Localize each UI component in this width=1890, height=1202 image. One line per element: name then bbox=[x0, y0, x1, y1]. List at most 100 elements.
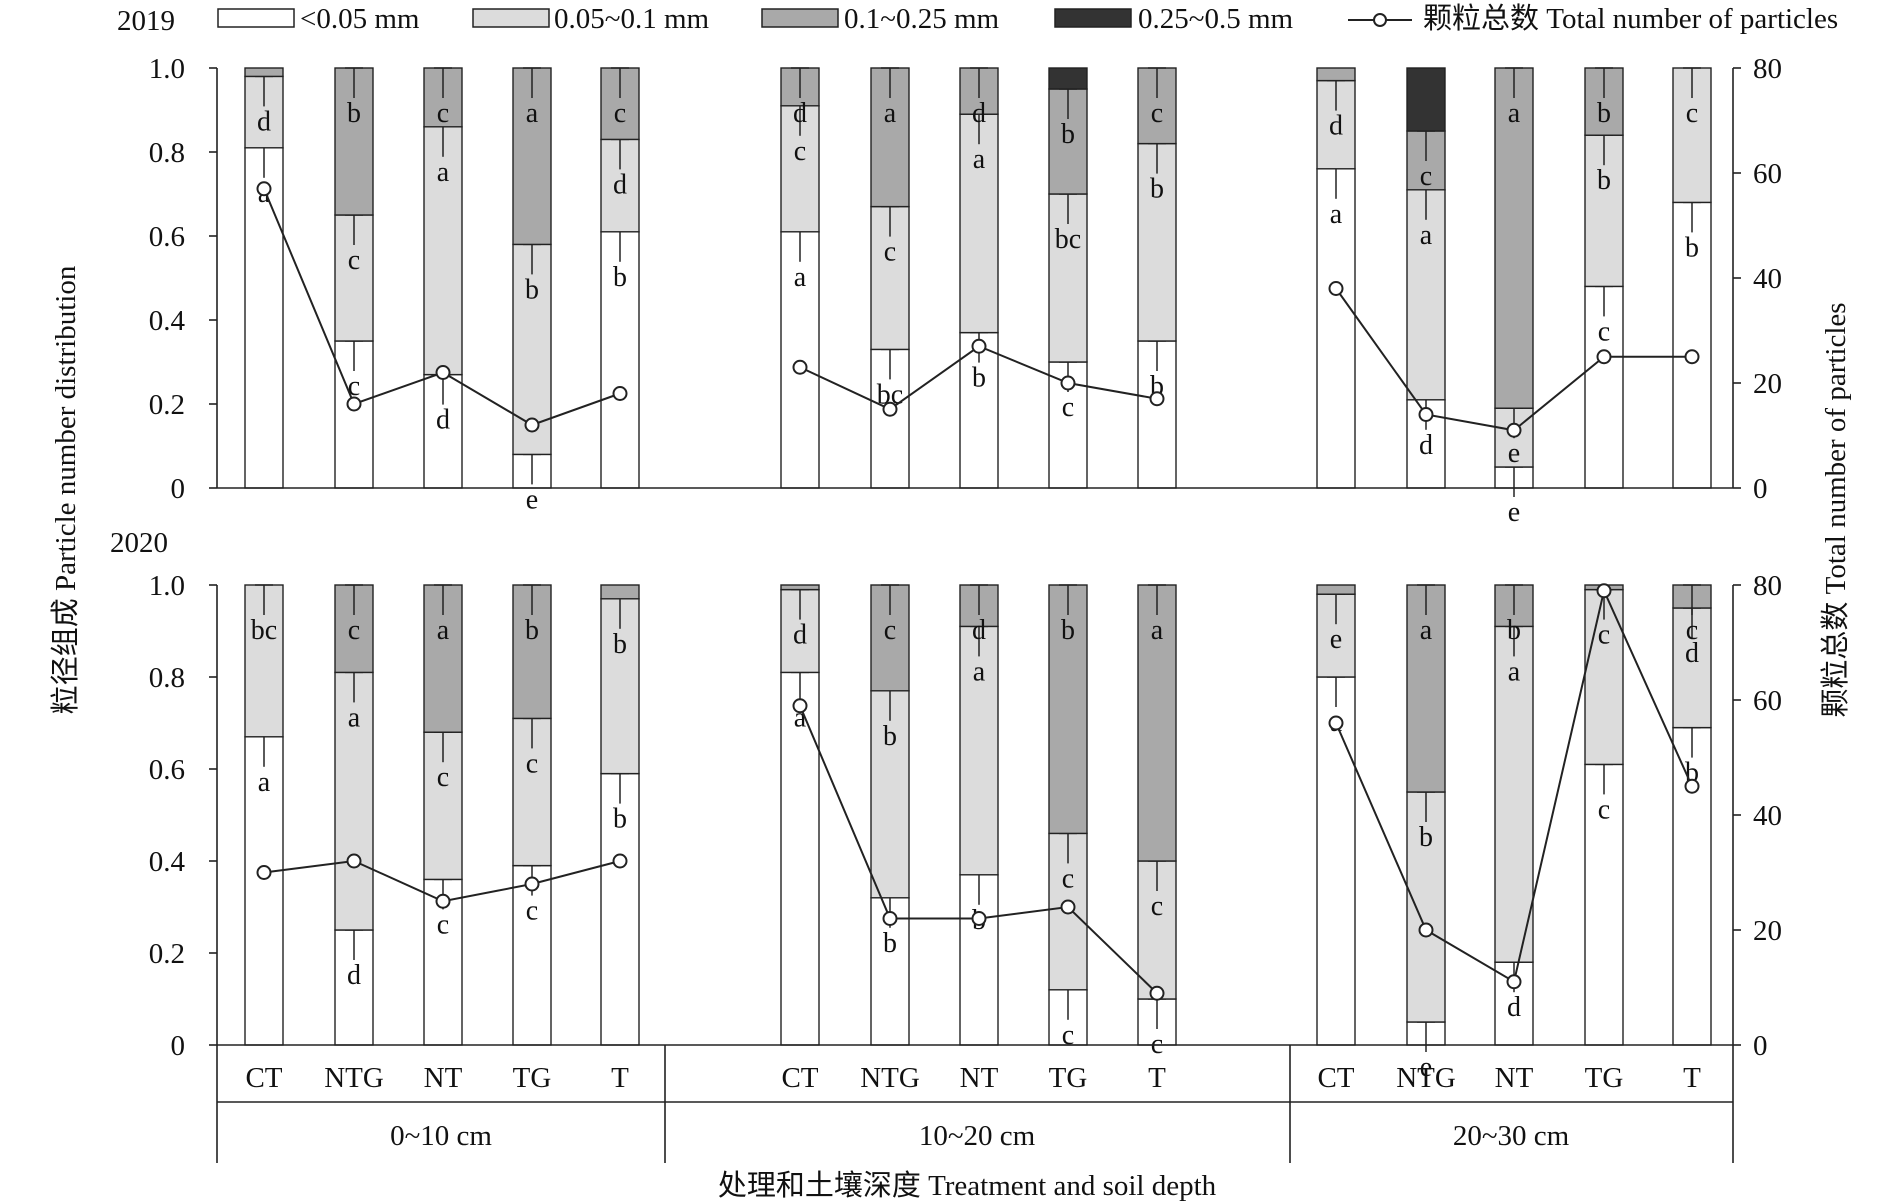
significance-letter: d bbox=[793, 620, 807, 651]
significance-letter: a bbox=[1508, 656, 1521, 687]
treatment-label: CT bbox=[245, 1062, 282, 1094]
bar-segment-2020-T-s1 bbox=[600, 772, 640, 1046]
y-right-tick-label: 40 bbox=[1753, 263, 1782, 295]
significance-letter: a bbox=[526, 98, 539, 129]
total-point-2019-TG bbox=[524, 417, 540, 433]
significance-letter: d bbox=[1685, 638, 1699, 669]
bar-segment-2020-CT-s1 bbox=[1316, 676, 1356, 1046]
significance-letter: b bbox=[613, 629, 627, 660]
bar-segment-2019-CT-s2 bbox=[1316, 79, 1356, 170]
bar-segment-2020-NTG-s2 bbox=[870, 690, 910, 899]
significance-letter: c bbox=[1151, 891, 1163, 922]
significance-letter: c bbox=[1598, 620, 1610, 651]
significance-letter: b bbox=[883, 721, 897, 752]
legend: <0.05 mm 0.05~0.1 mm 0.1~0.25 mm 0.25~0.5 m… bbox=[217, 2, 1838, 35]
treatment-label: NT bbox=[1495, 1062, 1534, 1094]
total-point-2019-T bbox=[612, 386, 628, 401]
y-right-tick-label: 60 bbox=[1753, 158, 1782, 190]
treatment-label: TG bbox=[513, 1062, 552, 1094]
y-left-tick-label: 0.6 bbox=[149, 221, 185, 253]
significance-letter: a bbox=[973, 144, 986, 175]
total-point-2019-NT bbox=[435, 365, 451, 380]
total-point-2019-CT bbox=[256, 181, 272, 197]
total-point-2019-NT bbox=[1506, 422, 1522, 438]
significance-letter: b bbox=[1061, 119, 1075, 150]
treatment-label: NTG bbox=[324, 1062, 384, 1094]
significance-letter: d bbox=[793, 98, 807, 129]
significance-letter: b bbox=[883, 928, 897, 959]
significance-letter: c bbox=[1420, 161, 1432, 192]
y-right-tick-label: 20 bbox=[1753, 368, 1782, 400]
bar-segment-2020-TG-s3 bbox=[1048, 584, 1088, 835]
bar-segment-2020-NT-s2 bbox=[1494, 625, 1534, 963]
bar-segment-2019-NT-s2 bbox=[423, 126, 463, 376]
legend-swatch-3 bbox=[761, 8, 839, 28]
total-point-2020-CT bbox=[792, 698, 808, 714]
total-point-2020-TG bbox=[524, 876, 540, 892]
significance-letter: b bbox=[613, 262, 627, 293]
bar-segment-2020-CT-s3 bbox=[780, 584, 820, 591]
significance-letter: b bbox=[1685, 232, 1699, 263]
significance-letter: c bbox=[437, 98, 449, 129]
bar-segment-2020-NTG-s2 bbox=[1406, 791, 1446, 1023]
y-left-tick-label: 0 bbox=[171, 473, 186, 505]
significance-letter: b bbox=[1507, 615, 1521, 646]
significance-letter: a bbox=[258, 767, 271, 798]
bar-segment-2019-NT-s2 bbox=[959, 113, 999, 334]
total-point-2019-T bbox=[1684, 349, 1700, 365]
total-point-2020-NTG bbox=[346, 853, 362, 869]
significance-letter: c bbox=[794, 136, 806, 167]
significance-letter: b bbox=[1597, 165, 1611, 196]
significance-letter: d bbox=[1507, 992, 1521, 1023]
significance-letter: c bbox=[348, 245, 360, 276]
treatment-label: T bbox=[1683, 1062, 1701, 1094]
significance-letter: d bbox=[257, 106, 271, 137]
legend-circle-marker bbox=[1373, 13, 1387, 27]
bar-segment-2019-T-s2 bbox=[1137, 142, 1177, 342]
treatment-label: CT bbox=[1317, 1062, 1354, 1094]
treatment-label: CT bbox=[781, 1062, 818, 1094]
total-point-2020-T bbox=[1684, 778, 1700, 794]
significance-letter: b bbox=[347, 98, 361, 129]
bar-segment-2020-NT-s1 bbox=[1494, 961, 1534, 1046]
significance-letter: e bbox=[1508, 497, 1520, 528]
legend-swatch-1 bbox=[217, 8, 295, 28]
y-right-tick-label: 0 bbox=[1753, 473, 1768, 505]
significance-letter: bc bbox=[251, 615, 277, 646]
y-right-tick-label: 0 bbox=[1753, 1030, 1768, 1062]
total-point-2019-NTG bbox=[1418, 407, 1434, 422]
legend-label-total: 颗粒总数 Total number of particles bbox=[1423, 2, 1838, 35]
depth-group-label: 10~20 cm bbox=[919, 1120, 1036, 1152]
total-point-2020-TG bbox=[1596, 583, 1612, 599]
significance-letter: e bbox=[1330, 624, 1342, 655]
total-point-2020-NT bbox=[1506, 974, 1522, 990]
y-axis-right-label: 颗粒总数 Total number of particles bbox=[1819, 302, 1852, 717]
total-point-2019-CT bbox=[792, 359, 808, 375]
panel-year-2019: 2019 bbox=[117, 5, 175, 37]
total-point-2019-CT bbox=[1328, 281, 1344, 296]
total-point-2020-NT bbox=[435, 893, 451, 909]
bar-segment-2020-T-s3 bbox=[1137, 584, 1177, 862]
significance-letter: b bbox=[1150, 174, 1164, 205]
treatment-label: T bbox=[1148, 1062, 1166, 1094]
bar-segment-2019-NTG-s4 bbox=[1406, 67, 1446, 132]
y-left-tick-label: 0.8 bbox=[149, 662, 185, 694]
significance-letter: a bbox=[794, 262, 807, 293]
y-left-tick-label: 0.4 bbox=[149, 846, 186, 878]
bar-segment-2020-NTG-s2 bbox=[334, 671, 374, 931]
significance-letter: d bbox=[972, 615, 986, 646]
significance-letter: a bbox=[884, 98, 897, 129]
bars-layer: adccbdacebabdcacdbccabadcbcbbbcaddaceeac… bbox=[244, 67, 1712, 1083]
y-left-tick-label: 1.0 bbox=[149, 53, 185, 85]
panel-2020: 2020 bbox=[110, 527, 168, 559]
significance-letter: d bbox=[1329, 111, 1343, 142]
treatment-label: TG bbox=[1049, 1062, 1088, 1094]
significance-letter: a bbox=[348, 702, 361, 733]
total-point-2019-NTG bbox=[346, 396, 362, 412]
significance-letter: d bbox=[1419, 430, 1433, 461]
significance-letter: d bbox=[436, 405, 450, 436]
y-left-tick-label: 0.2 bbox=[149, 938, 185, 970]
treatment-label: NTG bbox=[1396, 1062, 1456, 1094]
legend-label-1: <0.05 mm bbox=[300, 3, 420, 35]
